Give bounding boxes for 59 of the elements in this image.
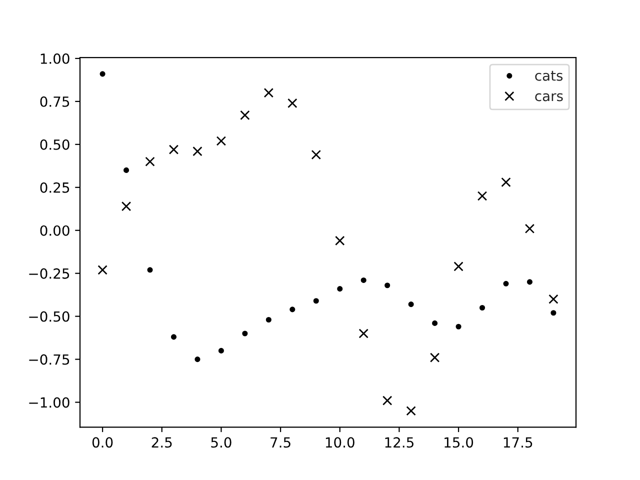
- legend-label: cats: [535, 70, 563, 81]
- y-tick-label: 0.25: [40, 182, 70, 193]
- y-tick-label: 0.00: [40, 225, 70, 236]
- point: [100, 71, 106, 77]
- point: [147, 267, 153, 273]
- point: [382, 396, 392, 406]
- point: [408, 302, 414, 308]
- y-tick-label: 1.00: [40, 53, 70, 64]
- point: [430, 352, 440, 362]
- point: [194, 356, 200, 362]
- point: [192, 146, 202, 156]
- point: [456, 324, 462, 330]
- x-tick-label: 10.0: [326, 437, 354, 448]
- point: [218, 348, 224, 354]
- point: [335, 236, 345, 246]
- point: [311, 150, 321, 160]
- x-tick-label: 0.0: [92, 437, 113, 448]
- point: [360, 277, 366, 283]
- point: [124, 167, 130, 173]
- point: [477, 191, 488, 201]
- point: [524, 224, 535, 234]
- x-tick-label: 7.5: [270, 437, 290, 448]
- point: [337, 286, 343, 292]
- point: [216, 136, 226, 146]
- point: [501, 177, 511, 188]
- x-tick-label: 5.0: [211, 437, 232, 448]
- y-tick-label: 0.50: [40, 139, 70, 150]
- y-tick-label: −0.25: [29, 268, 70, 279]
- point: [432, 320, 438, 326]
- y-tick-label: −0.75: [29, 354, 70, 365]
- y-tick-label: −0.50: [29, 311, 70, 322]
- x-tick-label: 2.5: [152, 437, 172, 448]
- point: [170, 334, 177, 340]
- point: [288, 98, 298, 108]
- point: [548, 294, 558, 304]
- point: [313, 298, 319, 304]
- point: [454, 262, 464, 272]
- x-tick-label: 12.5: [385, 437, 414, 448]
- point: [406, 406, 416, 416]
- point: [384, 282, 390, 288]
- point: [526, 279, 532, 285]
- point: [503, 280, 509, 286]
- point: [264, 88, 274, 98]
- point: [266, 316, 272, 323]
- point: [121, 201, 132, 212]
- x-tick-label: 17.5: [504, 437, 532, 448]
- x-tick-label: 15.0: [444, 437, 474, 448]
- point: [240, 110, 250, 120]
- y-tick-label: 0.75: [40, 96, 70, 107]
- point: [98, 265, 108, 275]
- point: [168, 144, 179, 154]
- point: [290, 306, 296, 312]
- point: [242, 330, 248, 336]
- point: [550, 310, 556, 316]
- point: [479, 304, 486, 311]
- y-tick-label: −1.00: [29, 397, 70, 408]
- point: [358, 328, 368, 338]
- point: [145, 156, 155, 166]
- legend-label: cars: [535, 93, 563, 102]
